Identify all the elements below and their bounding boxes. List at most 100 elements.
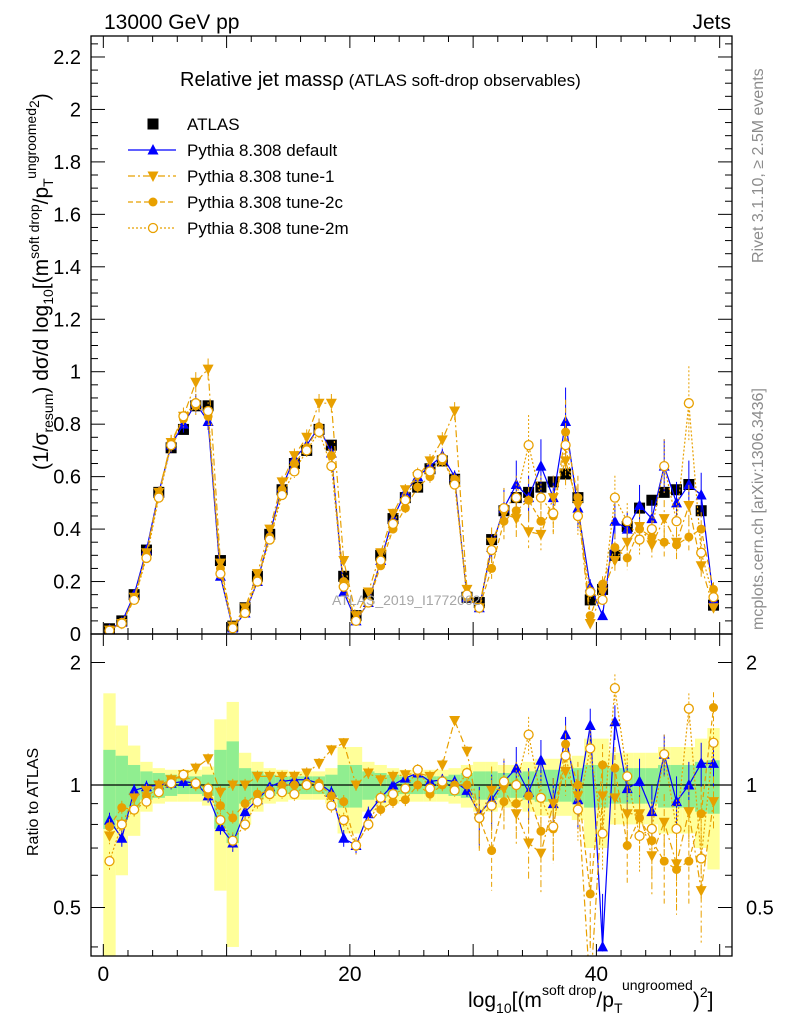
data-point-tune2m bbox=[498, 776, 510, 787]
y-tick-label: 0 bbox=[70, 624, 81, 646]
data-point-tune2m bbox=[326, 460, 337, 472]
data-point-tune2m bbox=[511, 779, 522, 791]
data-point-default bbox=[116, 832, 128, 843]
data-point-tune2m bbox=[313, 781, 325, 792]
legend-item-default: Pythia 8.308 default bbox=[128, 141, 338, 160]
data-point-tune1 bbox=[708, 797, 720, 808]
main-y-axis-label: (1/σresum) dσ/d log10[(msoft drop/pTungr… bbox=[23, 93, 56, 470]
data-point-tune2m bbox=[609, 492, 621, 503]
data-point-default bbox=[387, 778, 399, 790]
data-point-tune2m bbox=[622, 516, 633, 527]
data-point-tune1 bbox=[436, 760, 448, 771]
data-point-tune2m bbox=[190, 398, 201, 409]
data-point-default bbox=[128, 784, 140, 795]
data-point-tune1 bbox=[214, 787, 226, 799]
data-point-default bbox=[338, 832, 350, 843]
data-point-tune1 bbox=[695, 561, 707, 572]
data-point-tune2m bbox=[375, 555, 386, 566]
data-point-tune2c bbox=[240, 799, 250, 809]
data-point-tune2m bbox=[659, 460, 670, 472]
data-point-tune2m bbox=[350, 840, 362, 851]
data-point-tune1 bbox=[609, 556, 621, 567]
data-point-tune2c bbox=[524, 495, 534, 505]
y-tick-label-right: 0.5 bbox=[746, 897, 774, 919]
data-point-tune2c bbox=[376, 805, 386, 815]
data-point-tune2m bbox=[683, 398, 695, 409]
data-point-tune2m bbox=[461, 767, 473, 779]
data-point-tune1 bbox=[325, 745, 337, 756]
data-point-tune2m bbox=[708, 737, 719, 748]
data-point-tune2m bbox=[597, 828, 608, 839]
data-point-tune2m bbox=[350, 615, 362, 627]
data-point-default bbox=[695, 488, 707, 500]
data-point-tune2c bbox=[289, 780, 299, 790]
data-point-tune2c bbox=[104, 822, 114, 832]
data-point-tune1 bbox=[202, 754, 214, 765]
data-point-tune2m bbox=[646, 823, 658, 835]
data-point-tune2c bbox=[400, 503, 410, 513]
data-point-tune1 bbox=[276, 477, 288, 488]
data-point-tune2m bbox=[671, 516, 682, 527]
data-point-tune2m bbox=[560, 750, 571, 761]
data-point-tune2c bbox=[709, 584, 719, 594]
data-point-tune2c bbox=[598, 579, 608, 589]
data-point-tune1 bbox=[486, 785, 498, 797]
legend-marker bbox=[148, 197, 158, 207]
data-point-default bbox=[362, 807, 374, 819]
data-point-default bbox=[683, 778, 695, 790]
series-line-tune2m bbox=[108, 688, 715, 862]
data-point-tune2m bbox=[313, 426, 325, 438]
data-point-tune2c bbox=[289, 459, 299, 469]
data-point-tune1 bbox=[276, 771, 288, 783]
data-point-tune2m bbox=[116, 618, 127, 629]
data-point-tune2m bbox=[597, 594, 608, 606]
data-point-tune1 bbox=[288, 771, 300, 783]
data-point-tune2m bbox=[449, 785, 460, 796]
data-point-tune2c bbox=[487, 846, 497, 856]
y-tick-label: 2 bbox=[70, 653, 81, 675]
legend-marker bbox=[147, 144, 159, 155]
data-point-tune1 bbox=[313, 758, 325, 770]
data-point-tune2c bbox=[524, 791, 534, 801]
data-point-tune1 bbox=[288, 451, 300, 462]
data-point-tune2m bbox=[227, 835, 238, 846]
data-point-tune2m bbox=[696, 547, 707, 558]
data-point-tune2m bbox=[474, 602, 485, 613]
data-point-tune2m bbox=[215, 814, 226, 826]
data-point-tune2m bbox=[215, 568, 226, 579]
data-point-tune2m bbox=[412, 468, 423, 480]
data-point-tune2m bbox=[276, 787, 288, 798]
data-point-tune1 bbox=[658, 817, 670, 829]
legend-marker bbox=[147, 171, 159, 182]
data-point-tune2c bbox=[684, 856, 694, 866]
y-tick-label: 0.4 bbox=[53, 519, 81, 541]
data-point-tune2m bbox=[585, 743, 596, 754]
data-point-tune2m bbox=[646, 523, 658, 535]
data-point-tune2m bbox=[535, 492, 547, 503]
data-point-tune1 bbox=[695, 886, 707, 897]
legend: ATLAS Pythia 8.308 default Pythia 8.308 tu… bbox=[128, 115, 349, 238]
y-tick-label: 1.6 bbox=[53, 204, 81, 226]
data-point-tune2m bbox=[116, 819, 127, 830]
data-point-tune2m bbox=[572, 510, 584, 522]
data-point-tune1 bbox=[449, 406, 461, 418]
data-point-tune2m bbox=[449, 479, 460, 490]
data-point-tune2m bbox=[104, 855, 115, 867]
data-point-tune2c bbox=[339, 797, 349, 807]
legend-label: Pythia 8.308 default bbox=[187, 141, 338, 160]
data-point-tune1 bbox=[313, 398, 325, 410]
y-tick-label: 0.2 bbox=[53, 572, 81, 594]
x-tick-label: 20 bbox=[338, 963, 361, 986]
data-point-tune2m bbox=[548, 508, 559, 519]
data-point-tune1 bbox=[264, 771, 276, 783]
data-point-tune2m bbox=[276, 489, 288, 501]
data-point-tune2m bbox=[227, 623, 238, 634]
data-point-tune1 bbox=[301, 432, 313, 444]
data-point-tune2m bbox=[560, 440, 571, 451]
data-point-tune1 bbox=[486, 537, 498, 549]
data-point-tune2m bbox=[696, 853, 707, 864]
data-point-tune1 bbox=[375, 775, 387, 786]
legend-label: ATLAS bbox=[187, 115, 240, 134]
ratio-frame bbox=[90, 633, 733, 957]
data-point-default bbox=[535, 460, 547, 471]
